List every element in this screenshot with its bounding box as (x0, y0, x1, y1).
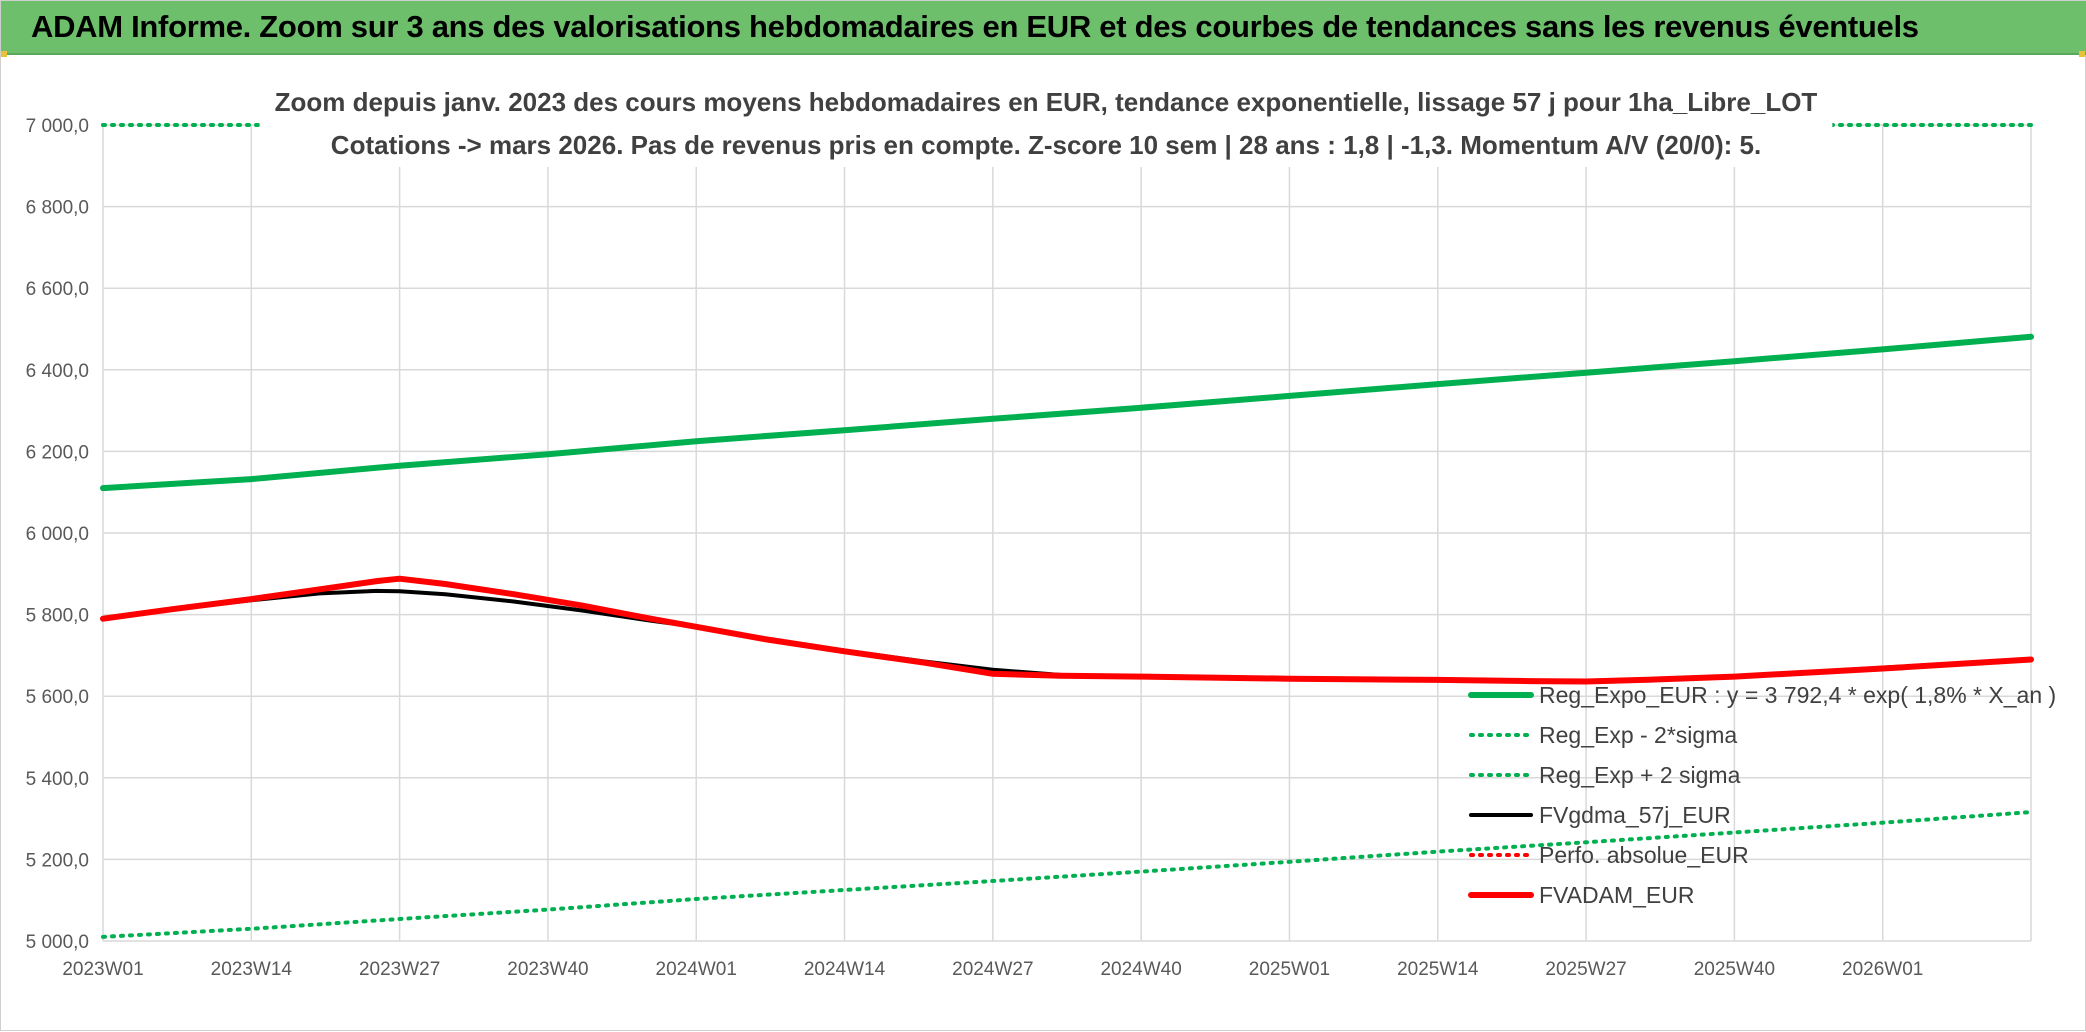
x-tick-label: 2024W40 (1100, 959, 1181, 980)
x-tick-label: 2026W01 (1842, 959, 1923, 980)
series-line-1 (101, 810, 2033, 939)
x-tick-label: 2024W01 (656, 959, 737, 980)
y-tick-label: 5 000,0 (26, 932, 89, 953)
report-banner: ADAM Informe. Zoom sur 3 ans des valoris… (1, 1, 2086, 55)
legend-label-0: Reg_Expo_EUR : y = 3 792,4 * exp( 1,8% *… (1539, 682, 2056, 708)
y-tick-label: 5 200,0 (26, 850, 89, 871)
chart-subtitle-background (259, 79, 1833, 167)
x-tick-label: 2023W40 (507, 959, 588, 980)
banner-accent-left (1, 51, 7, 57)
chart-axes: 5 000,0 5 200,0 5 400,0 5 600,0 5 800,0 6 000… (26, 116, 1924, 980)
chart-legend: Reg_Expo_EUR : y = 3 792,4 * exp( 1,8% *… (1468, 682, 2056, 908)
x-tick-label: 2023W27 (359, 959, 440, 980)
chart-subtitle-line-1: Zoom depuis janv. 2023 des cours moyens … (275, 87, 1818, 117)
x-tick-label: 2025W27 (1545, 959, 1626, 980)
legend-label-5: FVADAM_EUR (1539, 882, 1695, 908)
chart-subtitle: Zoom depuis janv. 2023 des cours moyens … (259, 79, 1833, 167)
x-tick-label: 2025W01 (1249, 959, 1330, 980)
x-tick-label: 2025W14 (1397, 959, 1479, 980)
y-tick-label: 6 600,0 (26, 279, 89, 300)
series-line-5 (100, 575, 2034, 685)
series-line-0 (100, 333, 2034, 492)
legend-label-4: Perfo. absolue_EUR (1539, 842, 1749, 868)
y-tick-label: 6 000,0 (26, 524, 89, 545)
report-title: ADAM Informe. Zoom sur 3 ans des valoris… (31, 9, 1919, 44)
y-tick-label: 6 800,0 (26, 198, 89, 219)
y-tick-label: 5 400,0 (26, 769, 89, 790)
chart-grid (102, 124, 2032, 942)
y-tick-label: 5 600,0 (26, 687, 89, 708)
x-tick-label: 2025W40 (1694, 959, 1775, 980)
y-tick-label: 6 400,0 (26, 361, 89, 382)
x-tick-label: 2024W27 (952, 959, 1033, 980)
line-chart: Zoom depuis janv. 2023 des cours moyens … (26, 79, 2056, 980)
x-tick-label: 2023W01 (62, 959, 143, 980)
x-tick-label: 2024W14 (804, 959, 886, 980)
chart-subtitle-line-2: Cotations -> mars 2026. Pas de revenus p… (331, 130, 1761, 160)
x-tick-label: 2023W14 (211, 959, 293, 980)
legend-label-2: Reg_Exp + 2 sigma (1539, 762, 1741, 788)
y-tick-label: 6 200,0 (26, 442, 89, 463)
y-tick-label: 5 800,0 (26, 606, 89, 627)
series-line-3 (101, 588, 2033, 683)
y-tick-label: 7 000,0 (26, 116, 89, 137)
legend-label-1: Reg_Exp - 2*sigma (1539, 722, 1737, 748)
chart-series (100, 123, 2034, 939)
legend-label-3: FVgdma_57j_EUR (1539, 802, 1731, 828)
banner-accent-right (2079, 51, 2085, 57)
